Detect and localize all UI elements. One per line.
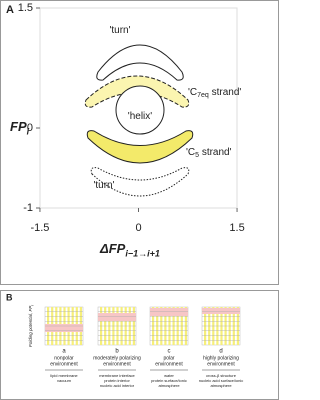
- region-label: 'C7eq strand': [188, 87, 241, 99]
- column-title: polar: [163, 355, 174, 361]
- column-example: protein interior: [104, 378, 130, 383]
- region-label: 'helix': [128, 111, 152, 122]
- region-label: 'C5 strand': [186, 147, 232, 159]
- column-title: environment: [50, 361, 78, 367]
- region-label-part: strand': [209, 87, 242, 98]
- column-letter: c: [168, 349, 171, 355]
- column-example: lipid membrane: [50, 373, 78, 378]
- column-example: membrane interface: [99, 373, 135, 378]
- x-axis-label: ΔFPi−1→i+1: [99, 241, 160, 258]
- x-tick-label: 1.5: [229, 222, 244, 234]
- turn-region: [90, 167, 190, 197]
- column-example: nucleic acid interior: [100, 383, 135, 388]
- column-title: environment: [207, 361, 235, 367]
- column-example: atmosphere: [210, 383, 232, 388]
- column-example: cross-β structure: [206, 373, 237, 378]
- region-label-part: 'turn': [109, 25, 130, 36]
- x-axis-label-sub: i−1→i+1: [125, 249, 160, 259]
- column-title: moderately polarizing: [93, 355, 141, 361]
- y-axis-label-main: FP: [10, 119, 27, 134]
- region-label-part: 7eq: [197, 92, 209, 99]
- column-example: protein surface/ionic: [151, 378, 187, 383]
- pink-band: [150, 308, 188, 316]
- y-axis-label-sub: i: [30, 305, 34, 306]
- helix-region: [115, 85, 165, 135]
- region-label: 'turn': [109, 25, 130, 36]
- pink-band: [202, 308, 240, 314]
- panel-a-frame: [0, 0, 279, 285]
- turn-region: [96, 44, 184, 81]
- region-label-part: 'turn': [93, 180, 114, 191]
- y-tick-label: -1: [23, 202, 33, 214]
- figure: A B -1.5 0 1.51.50-1FPiΔFPi−1→i+1'turn''C7…: [0, 0, 279, 400]
- column-title: nonpolar: [54, 355, 74, 361]
- column-example: nucleic acid surface/ionic: [199, 378, 243, 383]
- region-label-part: strand': [199, 147, 232, 158]
- y-axis-label-main: Folding potential, FP: [28, 306, 33, 347]
- x-tick-label: -1.5: [30, 222, 49, 234]
- column-example: vacuum: [57, 378, 72, 383]
- pink-band: [98, 313, 136, 321]
- y-tick-label: 0: [27, 122, 33, 134]
- y-axis-label: Folding potential, FPi: [28, 305, 34, 347]
- panel-a-label: A: [6, 4, 14, 16]
- column-example: atmosphere: [158, 383, 180, 388]
- column-title: environment: [103, 361, 131, 367]
- column-letter: d: [219, 349, 222, 355]
- c5-region: [86, 130, 194, 164]
- y-axis-label-sub: i: [27, 127, 30, 137]
- region-label-part: 'helix': [128, 111, 152, 122]
- region-label-part: 'C: [186, 147, 195, 158]
- x-axis-label-main: ΔFP: [99, 241, 126, 256]
- panel-b-label: B: [6, 292, 13, 302]
- column-letter: b: [115, 349, 119, 355]
- column-letter: a: [62, 349, 66, 355]
- region-label-part: 5: [195, 152, 199, 159]
- column-title: highly polarizing: [203, 355, 239, 361]
- pink-band: [45, 324, 83, 332]
- region-label: 'turn': [93, 180, 114, 191]
- region-label-part: 'C: [188, 87, 197, 98]
- column-title: environment: [155, 361, 183, 367]
- y-tick-label: 1.5: [18, 2, 33, 14]
- y-axis-label: FPi: [10, 119, 30, 136]
- column-example: water: [164, 373, 174, 378]
- x-tick-label: 0: [135, 222, 141, 234]
